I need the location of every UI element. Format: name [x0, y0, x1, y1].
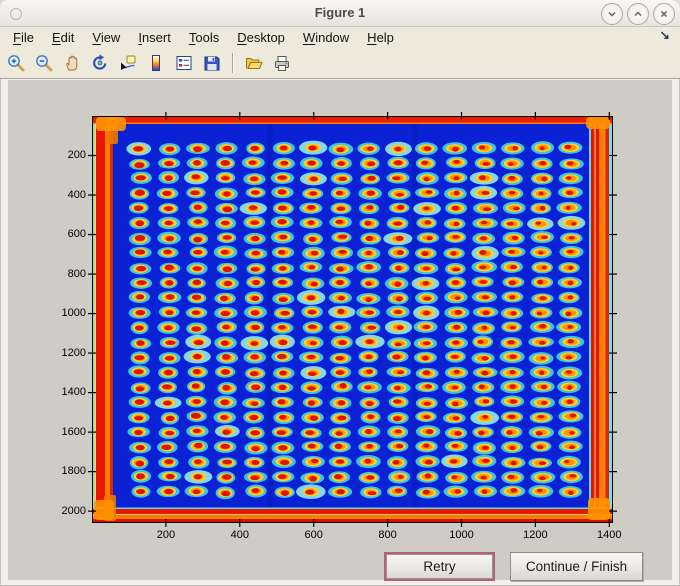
data-cursor-icon [121, 55, 136, 70]
close-button[interactable] [653, 3, 675, 25]
data-cursor-button[interactable] [117, 52, 139, 74]
x-tick-label: 200 [156, 529, 176, 541]
y-tick-label: 1400 [61, 386, 86, 399]
menu-file[interactable]: File [13, 30, 34, 45]
x-tick-label: 600 [304, 529, 323, 541]
menubar: File Edit View Insert Tools Desktop Wind… [0, 27, 680, 48]
save-floppy-icon [204, 56, 220, 71]
retry-button[interactable]: Retry [384, 552, 495, 581]
y-tick-label: 1600 [61, 425, 86, 438]
menu-view[interactable]: View [92, 30, 121, 45]
y-tick-label: 200 [67, 149, 86, 161]
x-tick-label: 1400 [597, 529, 622, 541]
pan-button[interactable] [61, 52, 83, 74]
chevron-up-icon [634, 11, 642, 17]
open-file-button[interactable] [243, 52, 265, 74]
y-tick-label: 1200 [61, 346, 86, 359]
zoom-in-button[interactable] [5, 52, 27, 74]
plot-axes[interactable]: 200 400 600 800 1000 1200 1400 200 400 600 800 1000… [62, 112, 622, 541]
menu-help[interactable]: Help [367, 30, 394, 45]
colorbar-icon [152, 55, 160, 71]
menu-insert[interactable]: Insert [138, 30, 171, 45]
dock-figure-icon[interactable]: ↘ [659, 29, 670, 44]
x-tick-label: 1200 [523, 529, 548, 541]
minimize-button[interactable] [601, 3, 623, 25]
chevron-down-icon [608, 11, 616, 17]
figure-canvas: 200 400 600 800 1000 1200 1400 200 400 600 800 1000… [8, 80, 672, 581]
window-controls [601, 3, 675, 25]
toolbar-separator [232, 53, 234, 73]
y-tick-label: 1000 [61, 307, 86, 320]
printer-icon [275, 56, 289, 71]
zoom-out-button[interactable] [33, 52, 55, 74]
y-tick-label: 600 [67, 228, 86, 241]
maximize-button[interactable] [627, 3, 649, 25]
x-tick-label: 400 [230, 529, 249, 541]
zoom-in-icon [8, 55, 25, 72]
open-folder-icon [246, 58, 263, 69]
y-tick-label: 1800 [61, 465, 86, 478]
window-title: Figure 1 [314, 5, 366, 20]
rotate-3d-icon [93, 54, 107, 70]
y-tick-label: 800 [67, 267, 86, 280]
insert-colorbar-button[interactable] [145, 52, 167, 74]
pan-hand-icon [66, 55, 78, 71]
legend-icon [176, 56, 192, 70]
print-button[interactable] [271, 52, 293, 74]
figure-toolbar [0, 48, 680, 79]
rotate-3d-button[interactable] [89, 52, 111, 74]
zoom-out-icon [36, 55, 53, 72]
y-tick-label: 400 [67, 188, 86, 201]
plate-scan-image [88, 112, 617, 527]
titlebar[interactable]: Figure 1 [0, 0, 680, 27]
x-tick-label: 800 [378, 529, 397, 541]
menu-edit[interactable]: Edit [51, 30, 75, 45]
menu-tools[interactable]: Tools [188, 30, 220, 45]
insert-legend-button[interactable] [173, 52, 195, 74]
y-tick-label: 2000 [61, 504, 86, 517]
menu-desktop[interactable]: Desktop [237, 30, 285, 45]
continue-finish-button[interactable]: Continue / Finish [510, 552, 643, 581]
menu-window[interactable]: Window [302, 30, 350, 45]
x-tick-label: 1000 [449, 529, 474, 541]
close-icon [660, 10, 668, 18]
save-button[interactable] [201, 52, 223, 74]
window-menu-icon[interactable] [10, 8, 22, 20]
